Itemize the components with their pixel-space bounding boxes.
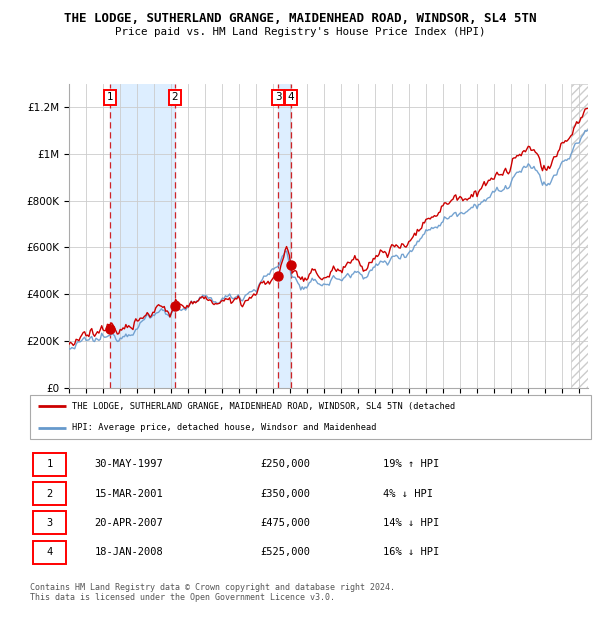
Text: Price paid vs. HM Land Registry's House Price Index (HPI): Price paid vs. HM Land Registry's House …: [115, 27, 485, 37]
Text: 4: 4: [47, 547, 53, 557]
Text: £525,000: £525,000: [260, 547, 310, 557]
Text: 4: 4: [288, 92, 295, 102]
Text: £475,000: £475,000: [260, 518, 310, 528]
Text: 19% ↑ HPI: 19% ↑ HPI: [383, 459, 440, 469]
FancyBboxPatch shape: [33, 482, 67, 505]
Text: £250,000: £250,000: [260, 459, 310, 469]
FancyBboxPatch shape: [33, 512, 67, 534]
Text: 18-JAN-2008: 18-JAN-2008: [95, 547, 163, 557]
Text: 20-APR-2007: 20-APR-2007: [95, 518, 163, 528]
Text: 1: 1: [107, 92, 113, 102]
Bar: [110, 84, 175, 388]
FancyBboxPatch shape: [33, 541, 67, 564]
Text: 15-MAR-2001: 15-MAR-2001: [95, 489, 163, 498]
Text: 2: 2: [172, 92, 178, 102]
Text: 3: 3: [275, 92, 281, 102]
Text: 4% ↓ HPI: 4% ↓ HPI: [383, 489, 433, 498]
FancyBboxPatch shape: [30, 395, 591, 439]
Text: HPI: Average price, detached house, Windsor and Maidenhead: HPI: Average price, detached house, Wind…: [72, 423, 377, 432]
Text: 16% ↓ HPI: 16% ↓ HPI: [383, 547, 440, 557]
Text: 1: 1: [47, 459, 53, 469]
Text: 14% ↓ HPI: 14% ↓ HPI: [383, 518, 440, 528]
FancyBboxPatch shape: [33, 453, 67, 476]
Bar: [571, 84, 588, 388]
Text: Contains HM Land Registry data © Crown copyright and database right 2024.
This d: Contains HM Land Registry data © Crown c…: [30, 583, 395, 602]
Text: 2: 2: [47, 489, 53, 498]
Text: THE LODGE, SUTHERLAND GRANGE, MAIDENHEAD ROAD, WINDSOR, SL4 5TN: THE LODGE, SUTHERLAND GRANGE, MAIDENHEAD…: [64, 12, 536, 25]
Text: 3: 3: [47, 518, 53, 528]
Text: 30-MAY-1997: 30-MAY-1997: [95, 459, 163, 469]
Text: THE LODGE, SUTHERLAND GRANGE, MAIDENHEAD ROAD, WINDSOR, SL4 5TN (detached: THE LODGE, SUTHERLAND GRANGE, MAIDENHEAD…: [72, 402, 455, 411]
Text: £350,000: £350,000: [260, 489, 310, 498]
Bar: [278, 84, 291, 388]
